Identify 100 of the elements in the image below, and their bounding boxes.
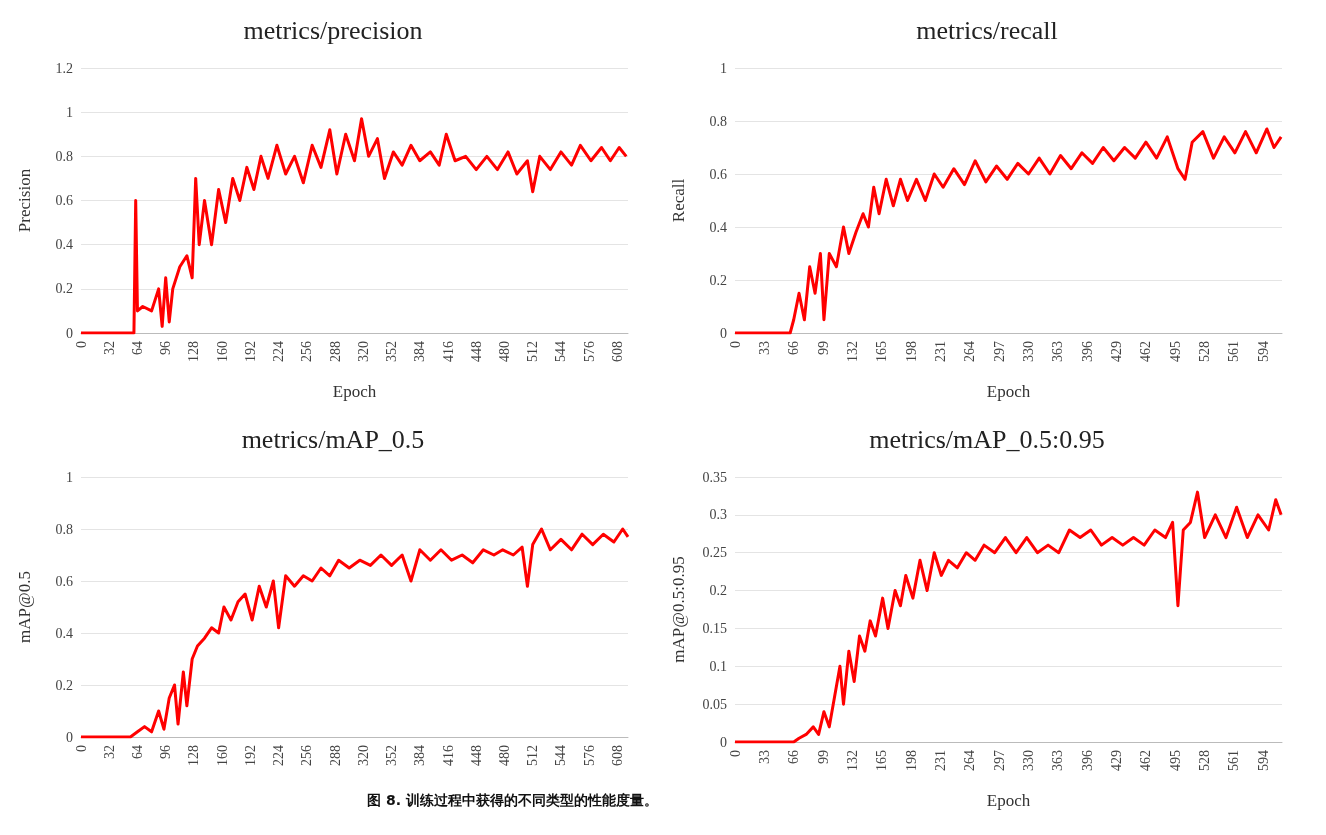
- x-axis-title: Epoch: [332, 382, 377, 401]
- x-tick-label: 99: [815, 750, 831, 764]
- y-axis-title: Precision: [15, 168, 34, 233]
- x-tick-label: 528: [1197, 750, 1213, 771]
- x-tick-label: 128: [186, 745, 202, 766]
- x-tick-label: 544: [553, 745, 569, 766]
- x-tick-label: 198: [903, 750, 919, 771]
- chart-title: metrics/mAP_0.5: [241, 424, 425, 454]
- line-series: [79, 117, 628, 335]
- x-tick-label: 448: [468, 341, 484, 362]
- x-tick-label: 264: [962, 341, 978, 362]
- y-tick-label: 0.1: [709, 658, 727, 674]
- x-tick-label: 576: [581, 341, 597, 362]
- x-tick-label: 0: [73, 745, 89, 752]
- x-tick-label: 594: [1255, 341, 1271, 362]
- y-tick-label: 0.2: [55, 281, 73, 297]
- y-tick-label: 0.2: [709, 272, 727, 288]
- line-series: [733, 490, 1283, 744]
- y-tick-label: 0.2: [55, 677, 73, 693]
- x-tick-label: 33: [756, 750, 772, 764]
- x-tick-label: 132: [844, 750, 860, 771]
- chart-title: metrics/recall: [916, 15, 1058, 45]
- x-tick-label: 66: [786, 341, 802, 355]
- x-tick-label: 429: [1109, 341, 1125, 362]
- x-tick-label: 160: [214, 745, 230, 766]
- x-tick-label: 594: [1255, 750, 1271, 771]
- x-axis-title: Epoch: [986, 382, 1031, 401]
- x-tick-label: 352: [384, 341, 400, 362]
- x-tick-label: 396: [1079, 341, 1095, 362]
- y-axis-title: Recall: [669, 178, 688, 223]
- y-tick-label: 1: [66, 469, 73, 485]
- line-series: [733, 127, 1283, 335]
- x-tick-label: 462: [1138, 341, 1154, 362]
- x-tick-label: 165: [874, 341, 890, 362]
- x-tick-label: 512: [525, 341, 541, 362]
- line-series: [79, 527, 630, 739]
- x-tick-label: 416: [440, 341, 456, 362]
- x-tick-label: 256: [299, 341, 315, 362]
- y-tick-label: 0.4: [709, 219, 727, 235]
- y-tick-label: 0.3: [709, 507, 727, 523]
- x-tick-label: 480: [496, 341, 512, 362]
- x-tick-label: 462: [1138, 750, 1154, 771]
- y-tick-label: 0.8: [55, 521, 73, 537]
- x-tick-label: 32: [101, 745, 117, 759]
- x-tick-label: 224: [271, 341, 287, 362]
- y-tick-label: 0.6: [55, 193, 73, 208]
- x-tick-label: 33: [756, 341, 772, 355]
- x-tick-label: 288: [327, 745, 343, 766]
- x-tick-label: 561: [1226, 750, 1242, 771]
- x-tick-label: 608: [609, 341, 625, 362]
- x-tick-label: 384: [412, 745, 428, 766]
- y-tick-label: 0.6: [709, 166, 727, 182]
- x-tick-label: 297: [991, 750, 1007, 771]
- x-tick-label: 416: [440, 745, 456, 766]
- x-tick-label: 448: [468, 745, 484, 766]
- y-tick-label: 0.6: [55, 573, 73, 589]
- x-tick-label: 128: [186, 341, 202, 362]
- y-tick-label: 1: [66, 104, 73, 120]
- x-tick-label: 66: [786, 750, 802, 764]
- x-tick-label: 231: [932, 341, 948, 362]
- y-axis-title: mAP@0.5: [15, 571, 34, 643]
- x-tick-label: 64: [129, 341, 145, 355]
- x-tick-label: 64: [129, 745, 145, 759]
- x-axis-title: Epoch: [986, 791, 1031, 810]
- x-tick-label: 0: [727, 750, 743, 757]
- x-tick-label: 224: [271, 745, 287, 766]
- y-tick-label: 0.8: [709, 113, 727, 129]
- y-tick-label: 0.35: [702, 469, 727, 485]
- y-tick-label: 1: [720, 60, 727, 76]
- x-tick-label: 330: [1021, 341, 1037, 362]
- y-tick-label: 1.2: [55, 60, 73, 76]
- y-tick-label: 0.8: [55, 148, 73, 164]
- y-tick-label: 0.4: [55, 237, 73, 253]
- x-tick-label: 231: [932, 750, 948, 771]
- x-tick-label: 576: [581, 745, 597, 766]
- x-tick-label: 544: [553, 341, 569, 362]
- x-tick-label: 192: [242, 341, 258, 362]
- y-axis-title: mAP@0.5:0.95: [669, 556, 688, 663]
- y-tick-label: 0.2: [709, 583, 727, 599]
- x-tick-label: 320: [355, 341, 371, 362]
- x-tick-label: 32: [101, 341, 117, 355]
- chart-title: metrics/mAP_0.5:0.95: [869, 424, 1105, 454]
- x-tick-label: 363: [1050, 341, 1066, 362]
- x-tick-label: 480: [496, 745, 512, 766]
- x-tick-label: 264: [962, 750, 978, 771]
- y-tick-label: 0.15: [702, 620, 727, 636]
- x-tick-label: 0: [727, 341, 743, 348]
- x-tick-label: 528: [1197, 341, 1213, 362]
- x-tick-label: 363: [1050, 750, 1066, 771]
- x-tick-label: 495: [1167, 341, 1183, 362]
- x-tick-label: 132: [844, 341, 860, 362]
- y-tick-label: 0.25: [702, 545, 727, 561]
- x-tick-label: 297: [991, 341, 1007, 362]
- x-tick-label: 330: [1021, 750, 1037, 771]
- x-tick-label: 96: [158, 341, 174, 355]
- x-tick-label: 429: [1109, 750, 1125, 771]
- x-tick-label: 99: [815, 341, 831, 355]
- x-tick-label: 495: [1167, 750, 1183, 771]
- y-tick-label: 0.4: [55, 625, 73, 641]
- y-tick-label: 0: [66, 729, 73, 745]
